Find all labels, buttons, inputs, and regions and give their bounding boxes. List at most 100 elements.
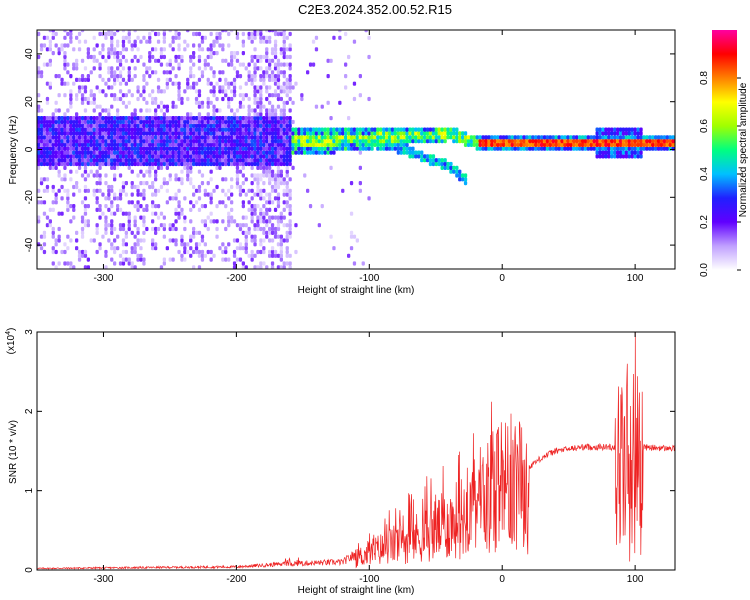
spectrogram-cell xyxy=(630,154,634,159)
spectrogram-cell xyxy=(139,127,143,132)
spectrogram-cell xyxy=(317,131,321,136)
spectrogram-cell xyxy=(241,127,245,132)
spectrogram-cell xyxy=(57,150,61,155)
spectrogram-cell xyxy=(162,139,166,144)
spectrogram-cell xyxy=(642,142,646,147)
spectrogram-cell xyxy=(256,85,260,90)
spectrogram-cell xyxy=(206,154,210,159)
spectrogram-cell xyxy=(452,127,456,132)
spectrogram-cell xyxy=(262,230,266,235)
spectrogram-cell xyxy=(45,116,50,121)
spectrogram-cell xyxy=(104,81,108,86)
spectrogram-cell xyxy=(232,154,237,159)
spectrogram-cell xyxy=(247,123,251,128)
spectrogram-cell xyxy=(393,127,397,132)
spectrogram-cell xyxy=(98,204,102,209)
spectrogram-cell xyxy=(265,66,269,71)
spectrogram-cell xyxy=(259,131,263,136)
spectrogram-cell xyxy=(232,150,237,155)
spectrogram-cell xyxy=(276,93,281,98)
spectrogram-cell xyxy=(285,135,289,140)
spectrogram-cell xyxy=(197,184,202,190)
spectrogram-cell xyxy=(227,215,231,220)
spectrogram-cell xyxy=(232,219,237,224)
spectrogram-cell xyxy=(142,238,146,243)
spectrogram-cell xyxy=(139,93,143,98)
spectrogram-cell xyxy=(121,150,126,155)
spectrogram-cell xyxy=(627,142,631,147)
spectrogram-cell xyxy=(279,246,283,251)
spectrogram-cell xyxy=(136,230,140,235)
spectrogram-cell xyxy=(540,139,544,144)
spectrogram-cell xyxy=(259,30,263,33)
spectrogram-cell xyxy=(89,169,93,174)
spectrogram-cell xyxy=(180,238,184,243)
spectrogram-cell xyxy=(268,161,272,167)
spectrogram-cell xyxy=(107,135,111,140)
spectrogram-cell xyxy=(200,154,205,159)
spectrogram-cell xyxy=(174,192,178,197)
spectrogram-cell xyxy=(282,31,286,37)
spectrogram-cell xyxy=(235,70,240,75)
spectrogram-cell xyxy=(458,169,462,174)
spectrogram-cell xyxy=(63,131,67,136)
spectrogram-cell xyxy=(83,66,88,71)
spectrogram-cell xyxy=(86,77,90,82)
spectrogram-cell xyxy=(402,127,406,132)
spectrogram-cell xyxy=(116,74,120,79)
spectrogram-cell xyxy=(253,85,257,90)
spectrogram-cell xyxy=(95,104,99,109)
spectrogram-cell xyxy=(215,119,219,125)
spectrogram-cell xyxy=(203,154,207,159)
spectrogram-cell xyxy=(54,100,58,105)
spectrogram-cell xyxy=(273,226,278,232)
spectrogram-cell xyxy=(63,165,67,170)
spectrogram-cell xyxy=(247,161,251,167)
spectrogram-cell xyxy=(156,226,161,232)
spectrogram-cell xyxy=(98,51,102,56)
spectrogram-cell xyxy=(168,173,172,178)
spectrogram-cell xyxy=(270,119,275,125)
spectrogram-cell xyxy=(203,66,207,71)
spectrogram-cell xyxy=(428,161,433,167)
spectrogram-cell xyxy=(42,158,47,163)
spectrogram-cell xyxy=(268,177,272,182)
spectrogram-cell xyxy=(110,93,114,98)
spectrogram-cell xyxy=(72,158,76,163)
spectrogram-cell xyxy=(428,131,433,136)
spectrogram-cell xyxy=(273,253,278,258)
spectrogram-cell xyxy=(645,146,649,151)
spectrogram-cell xyxy=(253,177,257,182)
spectrogram-cell xyxy=(192,31,196,37)
spectrogram-cell xyxy=(124,230,128,235)
spectrogram-cell xyxy=(288,226,292,232)
spectrogram-cell xyxy=(259,188,263,193)
spectrogram-cell xyxy=(268,85,272,90)
spectrogram-cell xyxy=(171,150,175,155)
spectrogram-cell xyxy=(192,131,196,136)
spectrogram-cell xyxy=(37,66,41,71)
spectrogram-cell xyxy=(218,116,222,121)
spectrogram-cell xyxy=(382,142,386,147)
spectrogram-cell xyxy=(174,161,178,167)
spectrogram-cell xyxy=(130,150,134,155)
spectrogram-cell xyxy=(113,196,117,201)
spectrogram-cell xyxy=(162,112,166,117)
spectrogram-cell xyxy=(189,169,193,174)
spectrogram-cell xyxy=(364,30,368,33)
spectrogram-cell xyxy=(116,131,120,136)
spectrogram-cell xyxy=(390,139,395,144)
spectrogram-cell xyxy=(75,93,79,98)
spectrogram-cell xyxy=(127,150,131,155)
spectrogram-cell xyxy=(621,135,626,140)
spectrogram-cell xyxy=(121,66,126,71)
spectrogram-cell xyxy=(136,139,140,144)
spectrogram-cell xyxy=(186,127,190,132)
spectrogram-cell xyxy=(323,142,327,147)
spectrogram-cell xyxy=(463,131,468,136)
spectrogram-cell xyxy=(285,253,289,258)
spectrogram-cell xyxy=(218,139,222,144)
spectrogram-cell xyxy=(563,146,567,151)
spectrogram-cell xyxy=(212,51,216,56)
spectrogram-cell xyxy=(130,230,134,235)
